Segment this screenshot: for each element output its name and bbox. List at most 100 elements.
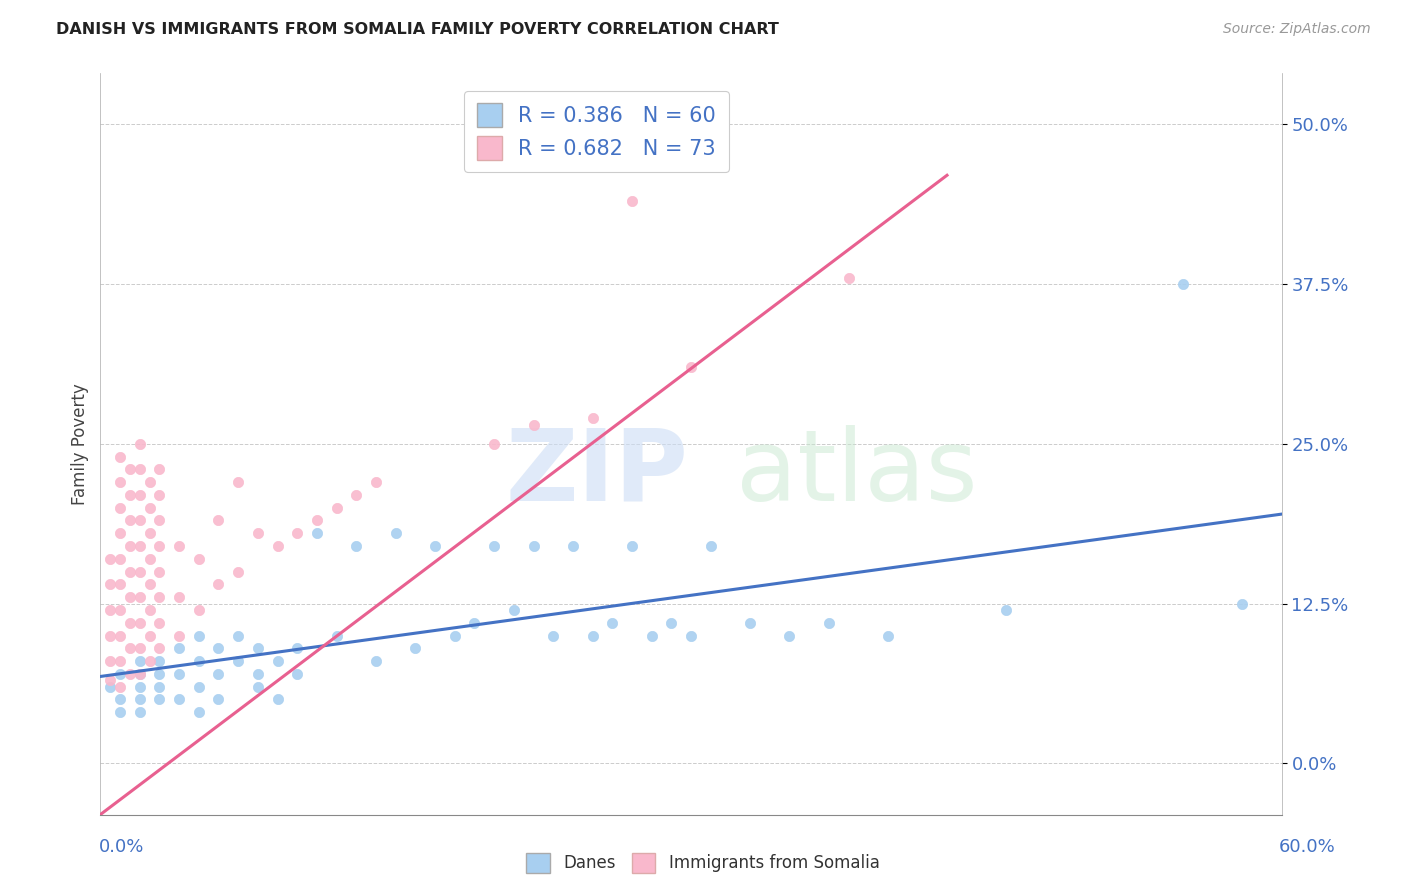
- Point: [305, 514, 328, 528]
- Point: [118, 488, 141, 502]
- Point: [640, 629, 662, 643]
- Point: [128, 667, 150, 681]
- Point: [404, 641, 426, 656]
- Point: [877, 629, 900, 643]
- Point: [118, 615, 141, 630]
- Point: [128, 641, 150, 656]
- Point: [522, 417, 544, 432]
- Point: [118, 565, 141, 579]
- Point: [108, 552, 131, 566]
- Point: [207, 577, 229, 591]
- Point: [148, 539, 170, 553]
- Point: [108, 475, 131, 490]
- Point: [148, 591, 170, 605]
- Legend: R = 0.386   N = 60, R = 0.682   N = 73: R = 0.386 N = 60, R = 0.682 N = 73: [464, 91, 728, 172]
- Text: 0.0%: 0.0%: [98, 838, 143, 855]
- Point: [118, 539, 141, 553]
- Point: [187, 603, 209, 617]
- Point: [679, 359, 702, 374]
- Point: [148, 667, 170, 681]
- Point: [148, 680, 170, 694]
- Point: [226, 565, 249, 579]
- Point: [581, 411, 603, 425]
- Point: [818, 615, 841, 630]
- Point: [344, 539, 367, 553]
- Point: [108, 667, 131, 681]
- Point: [1232, 597, 1254, 611]
- Point: [305, 526, 328, 541]
- Point: [118, 462, 141, 476]
- Legend: Danes, Immigrants from Somalia: Danes, Immigrants from Somalia: [520, 847, 886, 880]
- Point: [167, 667, 190, 681]
- Point: [187, 629, 209, 643]
- Point: [128, 654, 150, 668]
- Point: [187, 706, 209, 720]
- Point: [285, 667, 308, 681]
- Point: [246, 680, 269, 694]
- Point: [148, 615, 170, 630]
- Point: [620, 539, 643, 553]
- Point: [581, 629, 603, 643]
- Point: [167, 591, 190, 605]
- Point: [138, 500, 160, 515]
- Point: [98, 680, 121, 694]
- Point: [138, 603, 160, 617]
- Point: [167, 692, 190, 706]
- Point: [207, 641, 229, 656]
- Point: [266, 539, 288, 553]
- Point: [148, 692, 170, 706]
- Point: [108, 692, 131, 706]
- Point: [207, 692, 229, 706]
- Point: [98, 673, 121, 688]
- Point: [187, 654, 209, 668]
- Point: [226, 475, 249, 490]
- Point: [128, 488, 150, 502]
- Point: [344, 488, 367, 502]
- Point: [207, 667, 229, 681]
- Point: [148, 488, 170, 502]
- Point: [246, 641, 269, 656]
- Point: [128, 514, 150, 528]
- Point: [128, 565, 150, 579]
- Point: [600, 615, 623, 630]
- Point: [482, 539, 505, 553]
- Point: [98, 552, 121, 566]
- Point: [364, 654, 387, 668]
- Point: [108, 629, 131, 643]
- Point: [98, 577, 121, 591]
- Point: [463, 615, 485, 630]
- Point: [482, 436, 505, 450]
- Point: [246, 526, 269, 541]
- Point: [108, 450, 131, 464]
- Point: [659, 615, 682, 630]
- Point: [285, 526, 308, 541]
- Point: [167, 539, 190, 553]
- Point: [118, 591, 141, 605]
- Point: [128, 667, 150, 681]
- Point: [502, 603, 524, 617]
- Point: [128, 680, 150, 694]
- Point: [138, 654, 160, 668]
- Point: [118, 667, 141, 681]
- Y-axis label: Family Poverty: Family Poverty: [72, 383, 89, 505]
- Point: [128, 539, 150, 553]
- Point: [148, 514, 170, 528]
- Point: [423, 539, 446, 553]
- Point: [128, 462, 150, 476]
- Point: [138, 475, 160, 490]
- Point: [98, 603, 121, 617]
- Point: [98, 654, 121, 668]
- Point: [325, 500, 347, 515]
- Point: [108, 654, 131, 668]
- Point: [364, 475, 387, 490]
- Point: [443, 629, 465, 643]
- Point: [98, 629, 121, 643]
- Point: [138, 552, 160, 566]
- Point: [167, 629, 190, 643]
- Point: [266, 654, 288, 668]
- Point: [148, 462, 170, 476]
- Point: [266, 692, 288, 706]
- Point: [138, 526, 160, 541]
- Point: [108, 500, 131, 515]
- Text: DANISH VS IMMIGRANTS FROM SOMALIA FAMILY POVERTY CORRELATION CHART: DANISH VS IMMIGRANTS FROM SOMALIA FAMILY…: [56, 22, 779, 37]
